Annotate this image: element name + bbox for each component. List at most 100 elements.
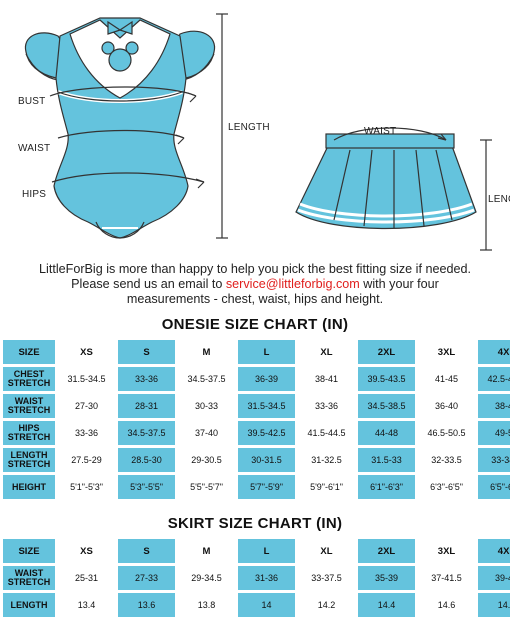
onesie-value-cell: 34.5-37.5 — [178, 367, 235, 391]
onesie-value-cell: 5'7"-5'9" — [238, 475, 295, 499]
onesie-value-cell: 39.5-43.5 — [358, 367, 415, 391]
onesie-header-cell: XS — [58, 340, 115, 364]
onesie-row-label: LENGTH STRETCH — [3, 448, 55, 472]
skirt-value-cell: 35-39 — [358, 566, 415, 590]
onesie-row-label: HIPS STRETCH — [3, 421, 55, 445]
onesie-table-row: LENGTH STRETCH 27.5-29 28.5-30 29-30.5 30-31.… — [3, 448, 510, 472]
hips-label: HIPS — [22, 189, 47, 200]
onesie-row-label-top: WAIST — [14, 396, 44, 406]
skirt-header-cell: XL — [298, 539, 355, 563]
skirt-chart-title: SKIRT SIZE CHART (IN) — [167, 515, 343, 532]
onesie-drawing — [24, 17, 216, 239]
onesie-value-cell: 33-36 — [58, 421, 115, 445]
onesie-size-table: SIZEXSSMLXL2XL3XL4XLCHESTSTRETCH31.5-34.… — [0, 337, 510, 502]
skirt-value-cell: 14.8 — [478, 593, 510, 617]
help-line-2-suffix: with your four — [359, 277, 439, 291]
onesie-header-cell: 2XL — [358, 340, 415, 364]
skirt-value-cell: 33-37.5 — [298, 566, 355, 590]
onesie-value-cell: 27.5-29 — [58, 448, 115, 472]
onesie-value-cell: 36-40 — [418, 394, 475, 418]
onesie-table-row: HEIGHT 5'1"-5'3" 5'3"-5'5" 5'5"-5'7" 5'7"-5'… — [3, 475, 510, 499]
onesie-row-label-top: LENGTH — [10, 450, 48, 460]
skirt-value-cell: 25-31 — [58, 566, 115, 590]
waist-label: WAIST — [18, 143, 51, 154]
skirt-row-label-bottom: STRETCH — [7, 577, 51, 587]
onesie-row-label: HEIGHT — [3, 475, 55, 499]
onesie-table-row: CHEST STRETCH 31.5-34.5 33-36 34.5-37.5 36-39… — [3, 367, 510, 391]
onesie-value-cell: 41.5-44.5 — [298, 421, 355, 445]
skirt-value-cell: 29-34.5 — [178, 566, 235, 590]
onesie-value-cell: 29-30.5 — [178, 448, 235, 472]
onesie-value-cell: 5'3"-5'5" — [118, 475, 175, 499]
onesie-header-cell: S — [118, 340, 175, 364]
skirt-header-cell: S — [118, 539, 175, 563]
onesie-value-cell: 28-31 — [118, 394, 175, 418]
skirt-header-cell: SIZE — [3, 539, 55, 563]
skirt-table-row: WAIST STRETCH 25-31 27-33 29-34.5 31-36 33-37.… — [3, 566, 510, 590]
onesie-header-cell: 4XL — [478, 340, 510, 364]
onesie-row-label: WAIST STRETCH — [3, 394, 55, 418]
onesie-row-label-top: CHEST — [13, 369, 45, 379]
skirt-header-cell: 2XL — [358, 539, 415, 563]
skirt-waist-label: WAIST — [364, 126, 397, 137]
onesie-value-cell: 32-33.5 — [418, 448, 475, 472]
onesie-value-cell: 30-31.5 — [238, 448, 295, 472]
skirt-value-cell: 37-41.5 — [418, 566, 475, 590]
garment-illustration: BUST WAIST HIPS LENGTH WAIST LENG — [0, 0, 510, 262]
skirt-value-cell: 31-36 — [238, 566, 295, 590]
onesie-measure-arrows — [49, 13, 228, 239]
onesie-header-cell: SIZE — [3, 340, 55, 364]
onesie-table-row: HIPS STRETCH 33-36 34.5-37.5 37-40 39.5-42.5 4… — [3, 421, 510, 445]
skirt-header-cell: 4XL — [478, 539, 510, 563]
onesie-value-cell: 31.5-34.5 — [238, 394, 295, 418]
skirt-value-cell: 13.6 — [118, 593, 175, 617]
onesie-value-cell: 6'1"-6'3" — [358, 475, 415, 499]
skirt-value-cell: 13.8 — [178, 593, 235, 617]
support-email-link[interactable]: service@littleforbig.com — [225, 277, 360, 291]
onesie-value-cell: 27-30 — [58, 394, 115, 418]
skirt-size-table: SIZEXSSMLXL2XL3XL4XLWAISTSTRETCH25-3127-… — [0, 536, 510, 620]
help-line-3: measurements - chest, waist, hips and he… — [126, 292, 384, 306]
onesie-row-label-bottom: STRETCH — [7, 378, 51, 388]
help-message: LittleForBig is more than happy to help … — [0, 262, 510, 307]
skirt-row-label: LENGTH — [3, 593, 55, 617]
onesie-value-cell: 49-53 — [478, 421, 510, 445]
help-line-2-prefix: Please send us an email to — [71, 277, 226, 291]
onesie-value-cell: 36-39 — [238, 367, 295, 391]
onesie-value-cell: 31.5-34.5 — [58, 367, 115, 391]
skirt-measure-arrows — [333, 127, 492, 251]
onesie-header-cell: M — [178, 340, 235, 364]
skirt-value-cell: 14 — [238, 593, 295, 617]
onesie-value-cell: 34.5-38.5 — [358, 394, 415, 418]
skirt-header-cell: 3XL — [418, 539, 475, 563]
onesie-value-cell: 6'3"-6'5" — [418, 475, 475, 499]
skirt-length-label: LENG — [488, 194, 510, 205]
onesie-value-cell: 33-36 — [298, 394, 355, 418]
skirt-header-cell: XS — [58, 539, 115, 563]
skirt-value-cell: 14.6 — [418, 593, 475, 617]
skirt-header-cell: M — [178, 539, 235, 563]
skirt-value-cell: 14.2 — [298, 593, 355, 617]
onesie-value-cell: 46.5-50.5 — [418, 421, 475, 445]
onesie-header-cell: XL — [298, 340, 355, 364]
onesie-value-cell: 31-32.5 — [298, 448, 355, 472]
help-line-1: LittleForBig is more than happy to help … — [39, 262, 471, 276]
onesie-row-label: CHEST STRETCH — [3, 367, 55, 391]
onesie-value-cell: 33-36 — [118, 367, 175, 391]
skirt-row-label-top: WAIST — [14, 568, 44, 578]
onesie-header-row: SIZEXSSMLXL2XL3XL4XL — [3, 340, 510, 364]
skirt-drawing — [295, 133, 477, 230]
skirt-value-cell: 39-44 — [478, 566, 510, 590]
skirt-value-cell: 13.4 — [58, 593, 115, 617]
onesie-value-cell: 28.5-30 — [118, 448, 175, 472]
onesie-row-label-top: HIPS — [18, 423, 40, 433]
onesie-value-cell: 5'5"-5'7" — [178, 475, 235, 499]
onesie-value-cell: 30-33 — [178, 394, 235, 418]
bust-label: BUST — [18, 96, 46, 107]
onesie-value-cell: 34.5-37.5 — [118, 421, 175, 445]
onesie-row-label-bottom: STRETCH — [7, 459, 51, 469]
onesie-value-cell: 5'1"-5'3" — [58, 475, 115, 499]
onesie-value-cell: 44-48 — [358, 421, 415, 445]
onesie-value-cell: 6'5"-6'7" — [478, 475, 510, 499]
